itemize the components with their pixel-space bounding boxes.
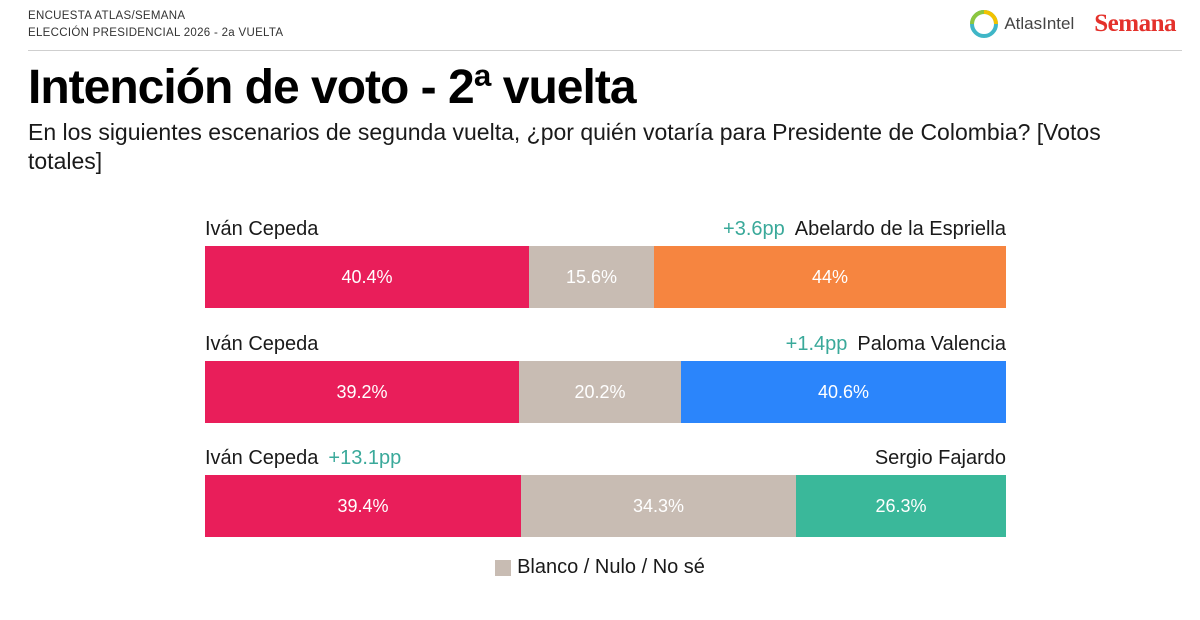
stacked-bar: 40.4% 15.6% 44% (205, 246, 1006, 308)
bar-segment-blank: 20.2% (519, 361, 681, 423)
right-candidate-label: +1.4pp Paloma Valencia (776, 333, 1006, 356)
scenario-labels: Iván Cepeda +13.1pp Sergio Fajardo (205, 441, 1006, 475)
value-label: 34.3% (632, 495, 685, 516)
bar-segment-opponent: 44% (654, 246, 1006, 308)
left-candidate-label: Iván Cepeda +13.1pp (205, 447, 411, 470)
value-label: 40.6% (817, 381, 870, 402)
scenario-3: Iván Cepeda +13.1pp Sergio Fajardo 39.4% 34.… (205, 441, 1006, 537)
scenario-labels: Iván Cepeda +3.6pp Abelardo de la Espriell… (205, 212, 1006, 246)
bar-segment-opponent: 40.6% (681, 361, 1006, 423)
difference-label: +1.4pp (785, 333, 848, 355)
bar-segment-cepeda: 39.2% (205, 361, 519, 423)
atlasintel-logo-icon (970, 10, 999, 38)
survey-subtitle: ELECCIÓN PRESIDENCIAL 2026 - 2a VUELTA (28, 27, 284, 39)
atlasintel-logo: AtlasIntel (970, 10, 1074, 38)
bar-segment-cepeda: 39.4% (205, 475, 521, 537)
survey-name: ENCUESTA ATLAS/SEMANA (28, 10, 186, 22)
bar-segment-blank: 34.3% (521, 475, 796, 537)
chart-title: Intención de voto - 2ª vuelta (28, 61, 637, 114)
bar-segment-opponent: 26.3% (796, 475, 1006, 537)
atlasintel-logo-text: AtlasIntel (1004, 14, 1075, 33)
right-candidate-name: Paloma Valencia (857, 333, 1006, 355)
value-label: 40.4% (341, 266, 393, 287)
bar-segment-cepeda: 40.4% (205, 246, 529, 308)
right-candidate-label: Sergio Fajardo (875, 447, 1006, 470)
stacked-bar: 39.4% 34.3% 26.3% (205, 475, 1006, 537)
value-label: 44% (811, 266, 849, 287)
legend-label: Blanco / Nulo / No sé (517, 556, 705, 578)
value-label: 39.2% (336, 381, 388, 402)
left-candidate-name: Iván Cepeda (205, 218, 319, 240)
value-label: 15.6% (565, 266, 618, 287)
legend-swatch-blank (495, 559, 512, 576)
scenario-2: Iván Cepeda +1.4pp Paloma Valencia 39.2% 20.… (205, 327, 1006, 423)
right-candidate-name: Abelardo de la Espriella (794, 218, 1006, 240)
logos: AtlasIntel Semana (970, 8, 1176, 40)
stacked-bar: 39.2% 20.2% 40.6% (205, 361, 1006, 423)
value-label: 26.3% (875, 495, 927, 516)
semana-logo: Semana (1094, 10, 1176, 37)
difference-label: +13.1pp (328, 447, 402, 469)
value-label: 39.4% (337, 495, 389, 516)
value-label: 20.2% (574, 381, 626, 402)
scenario-labels: Iván Cepeda +1.4pp Paloma Valencia (205, 327, 1006, 361)
bar-segment-blank: 15.6% (529, 246, 654, 308)
left-candidate-name: Iván Cepeda (205, 447, 319, 469)
right-candidate-label: +3.6pp Abelardo de la Espriella (713, 218, 1006, 241)
left-candidate-label: Iván Cepeda (205, 218, 318, 241)
left-candidate-label: Iván Cepeda (205, 333, 318, 356)
left-candidate-name: Iván Cepeda (205, 333, 319, 355)
scenario-1: Iván Cepeda +3.6pp Abelardo de la Espriell… (205, 212, 1006, 308)
right-candidate-name: Sergio Fajardo (874, 447, 1006, 469)
header-divider (28, 50, 1182, 51)
chart-subtitle: En los siguientes escenarios de segunda … (28, 119, 1101, 174)
difference-label: +3.6pp (723, 218, 785, 240)
legend: Blanco / Nulo / No sé (0, 556, 1200, 579)
